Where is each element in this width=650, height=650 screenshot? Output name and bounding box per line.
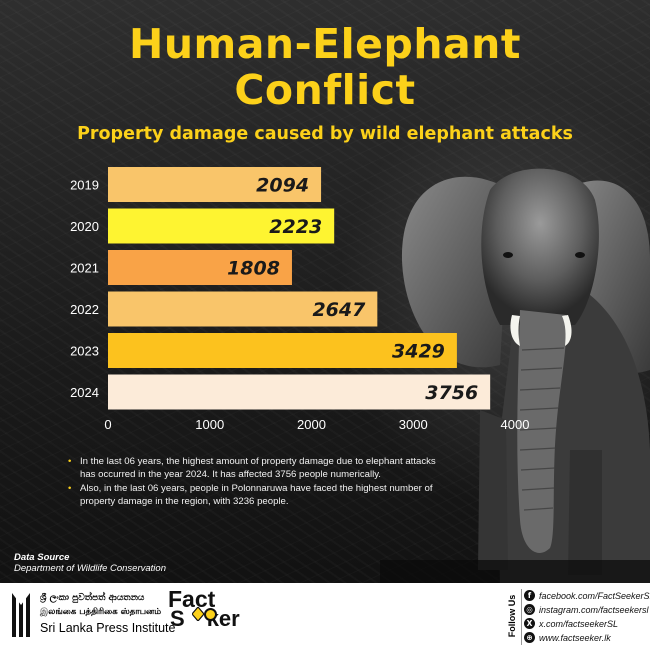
- spi-name-tamil: இலங்கை பத்திரிகை ஸ்தாபனம்: [40, 607, 162, 617]
- social-instagram[interactable]: ◎ instagram.com/factseekersl: [524, 603, 649, 616]
- spi-name-english: Sri Lanka Press Institute: [40, 621, 176, 635]
- bar-2023: [108, 333, 457, 368]
- value-label-2022: 2647: [312, 299, 366, 321]
- social-link-text[interactable]: instagram.com/factseekersl: [539, 604, 649, 615]
- x-tick-label-1000: 1000: [195, 417, 224, 432]
- star-icon: [192, 607, 204, 621]
- x-tick-label-3000: 3000: [399, 417, 428, 432]
- value-label-2021: 1808: [227, 258, 280, 280]
- x-tick-label-2000: 2000: [297, 417, 326, 432]
- value-label-2024: 3756: [425, 382, 478, 404]
- x-icon: X: [524, 618, 535, 629]
- x-tick-label-4000: 4000: [501, 417, 530, 432]
- value-label-2019: 2094: [256, 175, 309, 197]
- data-source-value: Department of Wildlife Conservation: [14, 563, 166, 574]
- category-label-2022: 2022: [70, 302, 99, 317]
- bar-2021: [108, 250, 292, 285]
- title-line-2: Conflict: [234, 66, 416, 114]
- brand-letter-s: S: [170, 606, 185, 631]
- x-tick-label-0: 0: [104, 417, 111, 432]
- social-link-text[interactable]: www.factseeker.lk: [539, 632, 611, 643]
- subtitle: Property damage caused by wild elephant …: [77, 124, 573, 144]
- brand-line-1: Fact: [168, 586, 216, 612]
- elephant-image: [380, 168, 650, 590]
- value-label-2023: 3429: [392, 341, 445, 363]
- social-link-text[interactable]: facebook.com/FactSeekerSL: [539, 590, 650, 601]
- footer: ශ්‍රී ලංකා පුවත්පත් ආයතනය இலங்கை பத்திரி…: [0, 583, 650, 650]
- bar-2022: [108, 291, 378, 327]
- social-link-text[interactable]: x.com/factseekerSL: [539, 618, 619, 629]
- value-label-2020: 2223: [269, 216, 322, 238]
- category-label-2020: 2020: [70, 219, 99, 234]
- category-label-2019: 2019: [70, 178, 99, 193]
- facebook-icon: f: [524, 590, 535, 601]
- bar-2019: [108, 167, 322, 202]
- bar-2020: [108, 208, 335, 244]
- category-label-2023: 2023: [70, 344, 99, 359]
- instagram-icon: ◎: [524, 604, 535, 615]
- social-x[interactable]: X x.com/factseekerSL: [524, 617, 618, 630]
- title-line-1: Human-Elephant: [129, 20, 521, 68]
- data-source-label: Data Source: [14, 552, 70, 563]
- social-facebook[interactable]: f facebook.com/FactSeekerSL: [524, 589, 650, 602]
- divider: [521, 589, 522, 645]
- category-label-2021: 2021: [70, 261, 99, 276]
- bar-2024: [108, 374, 491, 410]
- note-item: In the last 06 years, the highest amount…: [68, 455, 453, 481]
- spi-logo-icon: [12, 593, 30, 637]
- follow-us-label: Follow Us: [507, 594, 517, 638]
- notes-list: In the last 06 years, the highest amount…: [68, 455, 453, 509]
- note-item: Also, in the last 06 years, people in Po…: [68, 482, 453, 508]
- web-icon: ⊕: [524, 632, 535, 643]
- social-web[interactable]: ⊕ www.factseeker.lk: [524, 631, 611, 644]
- category-label-2024: 2024: [70, 385, 99, 400]
- magnifier-icon: [204, 608, 217, 621]
- spi-name-sinhala: ශ්‍රී ලංකා පුවත්පත් ආයතනය: [40, 593, 145, 603]
